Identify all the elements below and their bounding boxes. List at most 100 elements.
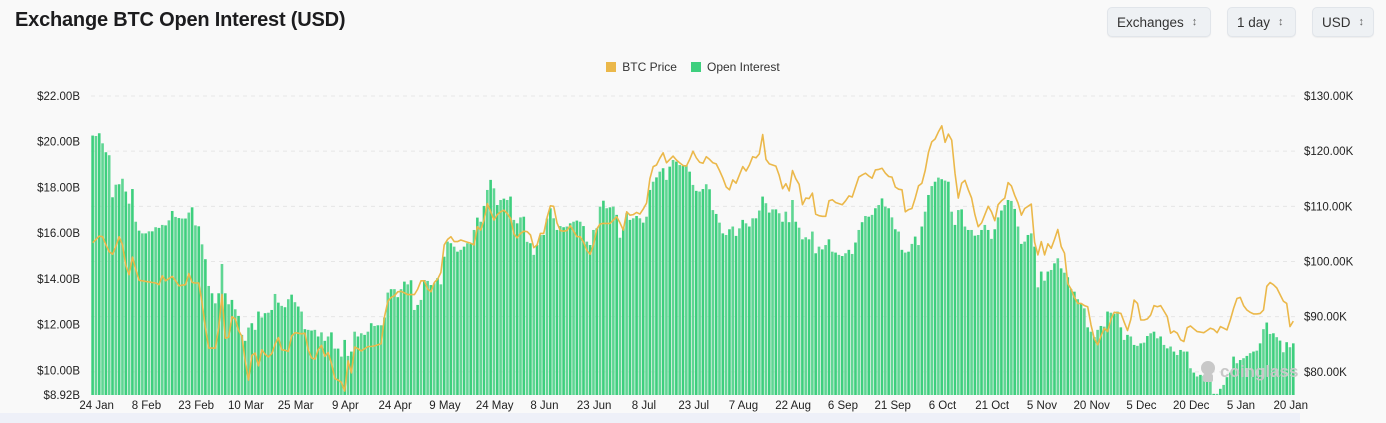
oi-bar bbox=[777, 213, 781, 395]
oi-bar bbox=[529, 243, 532, 395]
oi-bar bbox=[933, 181, 937, 395]
oi-bar bbox=[1232, 356, 1235, 395]
oi-bar bbox=[151, 231, 154, 395]
oi-bar bbox=[811, 231, 814, 395]
oi-bar bbox=[127, 203, 131, 395]
oi-bar bbox=[472, 229, 476, 395]
oi-bar bbox=[691, 184, 695, 395]
oi-bar bbox=[1155, 338, 1159, 395]
oi-bar bbox=[422, 280, 426, 395]
oi-bar bbox=[1215, 393, 1219, 395]
oi-bar bbox=[1083, 308, 1086, 395]
right-axis-tick-label: $110.00K bbox=[1304, 201, 1353, 213]
oi-bar bbox=[854, 242, 857, 395]
oi-bar bbox=[399, 289, 403, 395]
oi-bar bbox=[476, 217, 479, 395]
oi-bar bbox=[1069, 289, 1073, 395]
x-axis-tick-label: 20 Jan bbox=[1273, 400, 1308, 412]
legend-item-open-interest[interactable]: Open Interest bbox=[690, 60, 780, 74]
oi-bar bbox=[449, 243, 453, 395]
oi-bar bbox=[990, 238, 993, 395]
oi-bar bbox=[870, 214, 874, 395]
oi-bar bbox=[237, 315, 240, 395]
x-axis-tick-label: 8 Feb bbox=[132, 400, 161, 412]
oi-bar bbox=[1282, 352, 1285, 395]
oi-bar bbox=[320, 332, 323, 395]
left-axis-tick-label: $14.00B bbox=[37, 274, 80, 286]
x-axis-tick-label: 20 Nov bbox=[1073, 400, 1110, 412]
oi-bar bbox=[539, 234, 542, 395]
oi-bar bbox=[1109, 312, 1113, 395]
oi-bar bbox=[1053, 263, 1056, 395]
oi-bar bbox=[764, 203, 768, 395]
oi-bar bbox=[519, 217, 522, 395]
x-axis-tick-label: 7 Aug bbox=[729, 400, 758, 412]
oi-bar bbox=[220, 264, 224, 395]
oi-bar bbox=[1149, 333, 1152, 395]
oi-bar bbox=[207, 285, 211, 395]
oi-bar bbox=[187, 212, 191, 395]
legend-item-btc-price[interactable]: BTC Price bbox=[606, 60, 677, 74]
x-axis-tick-label: 23 Jul bbox=[678, 400, 709, 412]
oi-bar bbox=[1003, 205, 1007, 395]
right-axis-tick-label: $100.00K bbox=[1304, 256, 1354, 268]
oi-bar bbox=[645, 216, 648, 395]
oi-bar bbox=[174, 216, 177, 395]
oi-bar bbox=[184, 218, 187, 395]
oi-bar bbox=[552, 218, 555, 395]
oi-bar bbox=[840, 256, 844, 395]
oi-bar bbox=[1073, 291, 1076, 395]
oi-bar bbox=[1142, 342, 1146, 395]
oi-bar bbox=[655, 177, 658, 395]
oi-bar bbox=[446, 241, 449, 395]
oi-bar bbox=[1252, 351, 1255, 395]
oi-bar bbox=[1016, 226, 1020, 395]
oi-bar bbox=[1043, 280, 1046, 395]
oi-bar bbox=[973, 235, 977, 395]
oi-bar bbox=[1275, 337, 1279, 395]
oi-bar bbox=[910, 243, 914, 395]
oi-bar bbox=[456, 251, 459, 395]
oi-bar bbox=[1225, 377, 1229, 395]
oi-bar bbox=[980, 229, 983, 395]
oi-bar bbox=[200, 244, 204, 395]
exchange-select[interactable]: Exchanges ↕ bbox=[1107, 7, 1211, 37]
oi-bar bbox=[469, 243, 473, 395]
oi-bar bbox=[121, 178, 124, 395]
oi-bar bbox=[223, 293, 227, 395]
oi-bar bbox=[389, 289, 393, 395]
interval-select[interactable]: 1 day ↕ bbox=[1227, 7, 1296, 37]
left-axis-tick-label: $8.92B bbox=[44, 390, 81, 402]
oi-bar bbox=[1205, 376, 1209, 395]
oi-bar bbox=[1006, 200, 1010, 395]
currency-select[interactable]: USD ↕ bbox=[1312, 7, 1374, 37]
oi-bar bbox=[1175, 355, 1179, 395]
oi-bar bbox=[1039, 271, 1043, 395]
oi-bar bbox=[366, 331, 370, 395]
oi-bar bbox=[711, 210, 715, 395]
oi-bar bbox=[505, 200, 509, 395]
range-slider-track[interactable] bbox=[0, 413, 1300, 423]
oi-bar bbox=[117, 184, 121, 395]
oi-bar bbox=[966, 229, 970, 395]
oi-bar bbox=[436, 278, 439, 395]
oi-bar bbox=[137, 230, 141, 395]
right-axis-tick-label: $80.00K bbox=[1304, 367, 1347, 379]
oi-bar bbox=[1219, 388, 1222, 395]
oi-bar bbox=[1079, 303, 1083, 395]
oi-bar bbox=[1189, 368, 1192, 395]
oi-bar bbox=[598, 206, 602, 395]
oi-bar bbox=[164, 225, 167, 395]
oi-bar bbox=[572, 221, 575, 395]
oi-bar bbox=[227, 304, 230, 395]
oi-bar bbox=[1238, 360, 1242, 395]
oi-bar bbox=[111, 197, 114, 395]
oi-bar bbox=[983, 224, 987, 395]
oi-bar bbox=[665, 179, 668, 395]
oi-bar bbox=[359, 333, 363, 395]
oi-bar bbox=[1169, 346, 1172, 395]
chevron-up-down-icon: ↕ bbox=[1278, 15, 1284, 28]
oi-bar bbox=[940, 179, 944, 395]
oi-bar bbox=[257, 311, 260, 395]
oi-bar bbox=[104, 152, 108, 395]
